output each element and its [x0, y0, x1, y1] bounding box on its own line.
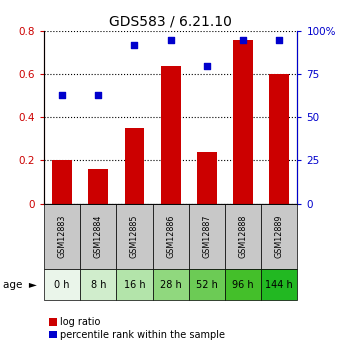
Bar — [116, 269, 152, 300]
Bar — [152, 204, 189, 269]
Text: 28 h: 28 h — [160, 280, 182, 289]
Text: GSM12884: GSM12884 — [94, 215, 103, 258]
Bar — [161, 66, 180, 204]
Point — [59, 92, 65, 98]
Point — [132, 42, 137, 48]
Bar — [80, 269, 116, 300]
Bar — [124, 128, 144, 204]
Bar — [269, 74, 289, 204]
Bar — [189, 269, 225, 300]
Bar — [116, 204, 152, 269]
Bar — [233, 40, 253, 204]
Point — [240, 37, 246, 42]
Bar — [152, 269, 189, 300]
Text: GSM12883: GSM12883 — [57, 215, 67, 258]
Point — [96, 92, 101, 98]
Text: age  ►: age ► — [3, 280, 37, 289]
Bar — [261, 204, 297, 269]
Bar — [189, 204, 225, 269]
Text: 52 h: 52 h — [196, 280, 218, 289]
Bar — [225, 204, 261, 269]
Bar — [197, 152, 217, 204]
Legend: log ratio, percentile rank within the sample: log ratio, percentile rank within the sa… — [49, 317, 225, 340]
Bar — [80, 204, 116, 269]
Text: GSM12889: GSM12889 — [275, 215, 284, 258]
Text: GSM12886: GSM12886 — [166, 215, 175, 258]
Bar — [44, 204, 80, 269]
Point — [276, 37, 282, 42]
Text: GSM12887: GSM12887 — [202, 215, 211, 258]
Point — [168, 37, 173, 42]
Text: 8 h: 8 h — [91, 280, 106, 289]
Point — [204, 63, 210, 68]
Text: 96 h: 96 h — [232, 280, 254, 289]
Text: 144 h: 144 h — [265, 280, 293, 289]
Bar — [44, 269, 80, 300]
Text: 0 h: 0 h — [54, 280, 70, 289]
Bar — [88, 169, 108, 204]
Text: 16 h: 16 h — [124, 280, 145, 289]
Text: GSM12885: GSM12885 — [130, 215, 139, 258]
Bar — [225, 269, 261, 300]
Bar — [52, 160, 72, 204]
Title: GDS583 / 6.21.10: GDS583 / 6.21.10 — [109, 14, 232, 29]
Bar — [261, 269, 297, 300]
Text: GSM12888: GSM12888 — [239, 215, 248, 258]
